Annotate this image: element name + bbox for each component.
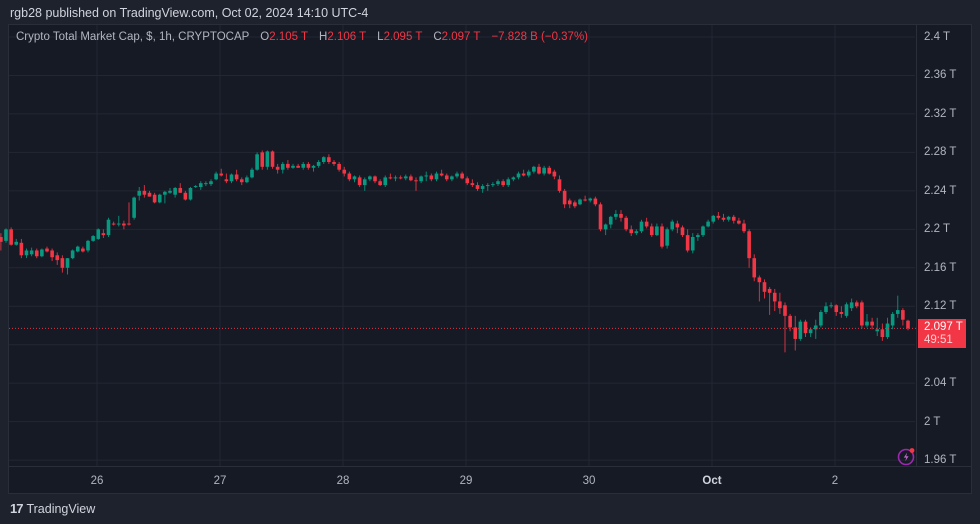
price-tick-label: 2.28 T [924,146,957,159]
time-tick-label: 28 [336,475,350,487]
price-tick-label: 2.16 T [924,261,957,274]
close-label: C [433,31,442,43]
last-price: 2.097 T [924,321,963,333]
lightning-bolt-icon[interactable] [897,447,916,466]
low-label: L [377,31,384,43]
price-tick-label: 2.2 T [924,223,950,236]
price-tick-label: 2 T [924,415,941,428]
chart-legend: Crypto Total Market Cap, $, 1h, CRYPTOCA… [16,31,588,43]
chart-frame[interactable] [8,24,972,494]
bar-countdown: 49:51 [924,334,953,346]
time-tick-label: 2 [831,475,839,487]
brand-name: TradingView [26,501,96,516]
close-value: 2.097 T [441,31,481,43]
footer: 17 TradingView [10,501,95,516]
tradingview-logo-icon: 17 [10,501,24,516]
time-tick-label: 30 [582,475,596,487]
price-tick-label: 1.96 T [924,454,957,467]
open-value: 2.105 T [269,31,308,43]
price-axis-separator [916,25,917,467]
price-tick-label: 2.04 T [924,377,957,390]
low-value: 2.095 T [383,31,423,43]
time-tick-label: Oct [702,475,722,487]
change-value: −7.828 B (−0.37%) [491,31,589,43]
price-tick-label: 2.4 T [924,31,950,43]
price-tick-label: 2.32 T [924,107,957,120]
symbol-title[interactable]: Crypto Total Market Cap, $, 1h, CRYPTOCA… [16,31,250,43]
price-tick-label: 2.36 T [924,69,957,82]
price-tick-label: 2.12 T [924,300,957,313]
price-tick-label: 2.24 T [924,184,957,197]
last-price-tag: 2.097 T 49:51 [918,319,966,348]
publish-line: rgb28 published on TradingView.com, Oct … [10,6,369,20]
time-tick-label: 27 [213,475,227,487]
high-value: 2.106 T [327,31,366,43]
high-label: H [319,31,328,43]
time-tick-label: 29 [459,475,473,487]
time-axis-separator [9,466,971,467]
open-label: O [260,31,270,43]
time-tick-label: 26 [90,475,104,487]
